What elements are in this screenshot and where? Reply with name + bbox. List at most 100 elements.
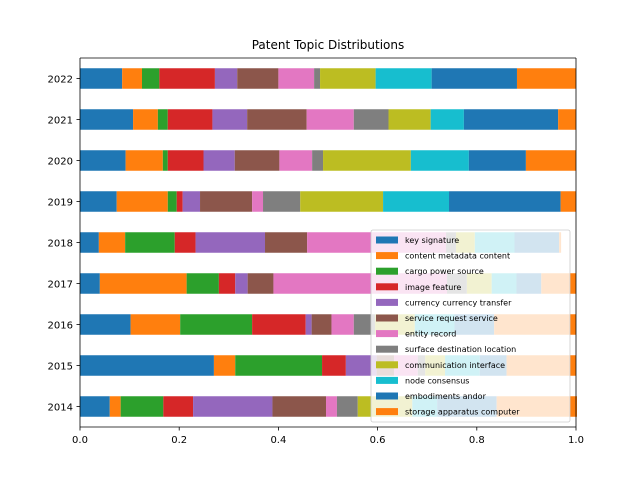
x-tick-label: 0.0 xyxy=(72,435,88,446)
y-tick-label: 2017 xyxy=(48,280,73,291)
bar-segment-2022-5 xyxy=(237,68,278,89)
bar-segment-2022-8 xyxy=(320,68,376,89)
bar-segment-2019-10 xyxy=(449,191,561,212)
bar-segment-2022-2 xyxy=(142,68,159,89)
legend-swatch xyxy=(376,361,398,368)
y-tick-label: 2019 xyxy=(48,198,73,209)
bar-segment-2019-2 xyxy=(168,191,177,212)
bar-segment-2016-0 xyxy=(80,314,131,335)
bar-segment-2022-6 xyxy=(278,68,314,89)
bar-segment-2016-3 xyxy=(252,314,306,335)
bar-segment-2018-1 xyxy=(99,232,125,253)
bar-segment-2021-6 xyxy=(307,109,354,130)
bar-segment-2020-8 xyxy=(323,150,411,171)
bar-segment-2019-9 xyxy=(383,191,449,212)
x-tick-label: 1.0 xyxy=(568,435,584,446)
bar-segment-2014-6 xyxy=(326,396,337,417)
y-tick-label: 2021 xyxy=(48,116,73,127)
bar-segment-2017-2 xyxy=(187,273,219,294)
bar-segment-2021-11 xyxy=(558,109,576,130)
legend-label: content metadata content xyxy=(405,252,510,261)
bar-segment-2019-0 xyxy=(80,191,117,212)
legend-swatch xyxy=(376,408,398,415)
bar-segment-2022-1 xyxy=(122,68,142,89)
bar-segment-2020-10 xyxy=(469,150,526,171)
bar-segment-2018-4 xyxy=(196,232,265,253)
legend-label: key signature xyxy=(405,236,459,245)
x-tick-label: 0.8 xyxy=(469,435,485,446)
x-tick-label: 0.2 xyxy=(171,435,187,446)
bar-segment-2020-4 xyxy=(204,150,235,171)
bar-segment-2020-2 xyxy=(163,150,168,171)
bar-segment-2020-9 xyxy=(411,150,469,171)
bar-segment-2020-3 xyxy=(168,150,204,171)
bar-segment-2015-0 xyxy=(80,355,214,376)
bar-segment-2017-3 xyxy=(219,273,235,294)
bar-segment-2022-11 xyxy=(517,68,576,89)
bar-segment-2018-0 xyxy=(80,232,99,253)
bar-segment-2021-9 xyxy=(431,109,464,130)
legend-label: node consensus xyxy=(405,376,469,385)
bar-segment-2015-2 xyxy=(235,355,322,376)
bar-segment-2015-1 xyxy=(214,355,235,376)
bar-segment-2014-1 xyxy=(110,396,121,417)
legend-label: cargo power source xyxy=(405,267,484,276)
bar-segment-2014-5 xyxy=(272,396,326,417)
y-tick-label: 2016 xyxy=(48,321,73,332)
bar-segment-2014-3 xyxy=(163,396,193,417)
bar-segment-2019-11 xyxy=(561,191,576,212)
bar-segment-2017-4 xyxy=(235,273,247,294)
legend-swatch xyxy=(376,299,398,306)
bar-segment-2021-5 xyxy=(247,109,307,130)
bar-segment-2021-1 xyxy=(133,109,158,130)
bar-segment-2015-3 xyxy=(322,355,346,376)
legend-swatch xyxy=(376,268,398,275)
bar-segment-2014-2 xyxy=(121,396,164,417)
bar-segment-2022-10 xyxy=(432,68,517,89)
legend-label: storage apparatus computer xyxy=(405,408,520,417)
bar-segment-2016-4 xyxy=(306,314,312,335)
bar-segment-2018-3 xyxy=(175,232,196,253)
bar-segment-2014-0 xyxy=(80,396,110,417)
bar-segment-2019-8 xyxy=(300,191,383,212)
bar-segment-2018-2 xyxy=(125,232,175,253)
bar-segment-2021-10 xyxy=(464,109,558,130)
bar-segment-2021-4 xyxy=(212,109,247,130)
legend: key signature content metadata content car… xyxy=(371,230,570,422)
legend-swatch xyxy=(376,252,398,259)
bar-segment-2017-0 xyxy=(80,273,100,294)
legend-label: entity record xyxy=(405,330,456,339)
legend-swatch xyxy=(376,315,398,322)
legend-label: currency currency transfer xyxy=(405,298,512,307)
legend-swatch xyxy=(376,377,398,384)
bar-segment-2021-3 xyxy=(168,109,213,130)
legend-swatch xyxy=(376,346,398,353)
legend-swatch xyxy=(376,330,398,337)
bar-segment-2021-0 xyxy=(80,109,133,130)
bar-segment-2016-5 xyxy=(312,314,332,335)
bar-segment-2020-1 xyxy=(126,150,163,171)
legend-swatch xyxy=(376,237,398,244)
bar-segment-2014-4 xyxy=(193,396,272,417)
bar-segment-2017-1 xyxy=(100,273,187,294)
bar-segment-2019-4 xyxy=(183,191,200,212)
x-tick-label: 0.4 xyxy=(270,435,286,446)
legend-label: communication interface xyxy=(405,361,505,370)
bar-segment-2016-2 xyxy=(180,314,252,335)
bar-segment-2022-7 xyxy=(314,68,320,89)
bar-segment-2019-1 xyxy=(117,191,168,212)
legend-swatch xyxy=(376,283,398,290)
y-tick-label: 2015 xyxy=(48,362,73,373)
bar-segment-2019-3 xyxy=(177,191,183,212)
legend-swatch xyxy=(376,393,398,400)
bar-segment-2020-0 xyxy=(80,150,126,171)
bar-segment-2019-5 xyxy=(200,191,252,212)
bar-segment-2021-2 xyxy=(158,109,168,130)
y-tick-label: 2020 xyxy=(48,157,73,168)
bar-segment-2022-0 xyxy=(80,68,122,89)
bar-segment-2020-7 xyxy=(312,150,323,171)
legend-label: service request service xyxy=(405,314,498,323)
y-tick-label: 2022 xyxy=(48,75,73,86)
bar-segment-2019-6 xyxy=(252,191,263,212)
